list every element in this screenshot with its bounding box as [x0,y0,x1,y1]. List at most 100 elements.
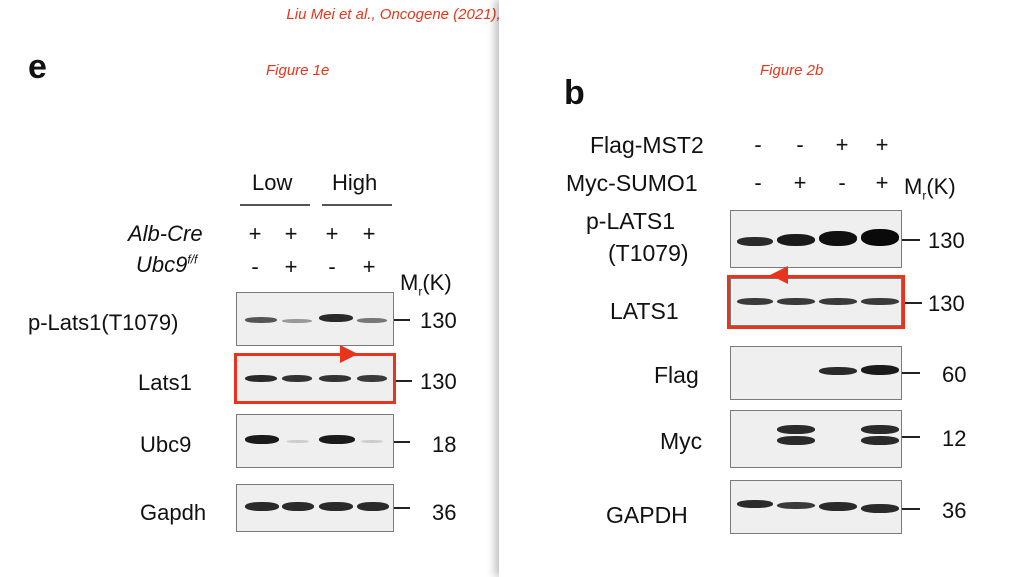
band [861,436,899,445]
blot-p-lats1 [730,210,902,268]
mw-tick [902,436,920,438]
band [361,440,383,443]
mw-tick [902,372,920,374]
sign: + [362,254,376,279]
blot-ubc9 [236,414,394,468]
band [777,436,815,445]
mr-label: Mr(K) [904,174,956,203]
sign: + [835,132,849,157]
sign: - [838,170,846,195]
figure-2b-caption: Figure 2b [760,62,824,79]
blot-flag [730,346,902,400]
band [819,298,857,305]
band [861,229,899,246]
band [245,435,279,444]
group-high-label: High [332,170,378,195]
blot-label: Ubc9 [140,432,192,457]
mw-tick [394,507,410,509]
band [282,502,314,511]
blot-label: Flag [654,362,699,388]
mw-tick [902,508,920,510]
blot-label: Gapdh [140,500,207,525]
blot-label: GAPDH [606,502,688,528]
sign: - [754,132,762,157]
sign: - [796,132,804,157]
band [319,502,353,511]
sign: + [362,221,376,246]
band [819,367,857,375]
band [777,502,815,509]
band [319,375,351,382]
alb-cre-label: Alb-Cre [128,221,203,246]
band [819,231,857,246]
blot-p-lats1 [236,292,394,346]
sign: + [248,221,262,246]
band [777,234,815,246]
mw-value: 130 [928,291,965,316]
mw-value: 130 [420,369,457,394]
band [357,375,387,382]
mr-label: Mr(K) [400,270,452,299]
mw-tick [904,302,922,304]
blot-label: Myc [660,428,703,454]
band [737,298,773,305]
mw-value: 12 [942,426,967,451]
sign: + [325,221,339,246]
mw-value: 130 [928,228,965,253]
band [737,500,773,508]
band [861,365,899,375]
figure-1e-caption: Figure 1e [266,62,330,79]
band [861,425,899,434]
blot-label: LATS1 [610,298,679,324]
arrow-right-icon [340,345,358,363]
flag-mst2-label: Flag-MST2 [590,132,704,158]
band [319,314,353,322]
panel-letter-e: e [28,48,47,86]
band [282,375,312,382]
band [357,318,387,323]
mw-tick [394,441,410,443]
band [357,502,389,511]
mw-value: 18 [432,432,457,457]
band [245,317,277,323]
blot-lats1 [730,278,902,326]
band [777,425,815,434]
sign: + [875,132,889,157]
mw-tick [394,319,410,321]
band [319,435,355,444]
panel-letter-b: b [564,74,585,112]
blot-gapdh [236,484,394,532]
blot-label: (T1079) [608,240,689,266]
blot-myc [730,410,902,468]
blot-label: Lats1 [138,370,192,395]
sign: + [284,221,298,246]
blot-lats1 [236,354,394,404]
blot-gapdh [730,480,902,534]
sign: - [251,254,259,279]
group-low-underline [240,204,310,206]
band [737,237,773,246]
sign: - [754,170,762,195]
band [245,375,277,382]
band [819,502,857,511]
mw-tick [902,239,920,241]
sign: + [793,170,807,195]
arrow-left-icon [770,266,788,284]
band [282,319,312,323]
sign: + [284,254,298,279]
highlight-box-lats1 [234,353,396,404]
band [777,298,815,305]
mw-tick [396,380,412,382]
sign: - [328,254,336,279]
group-high-underline [322,204,392,206]
group-low-label: Low [252,170,293,195]
mw-value: 60 [942,362,967,387]
mw-value: 36 [942,498,967,523]
myc-sumo1-label: Myc-SUMO1 [566,170,698,196]
blot-label: p-Lats1(T1079) [28,310,179,335]
band [861,298,899,305]
highlight-box-lats1 [727,275,905,329]
mw-value: 36 [432,500,457,525]
blot-label: p-LATS1 [586,208,676,234]
band [245,502,279,511]
